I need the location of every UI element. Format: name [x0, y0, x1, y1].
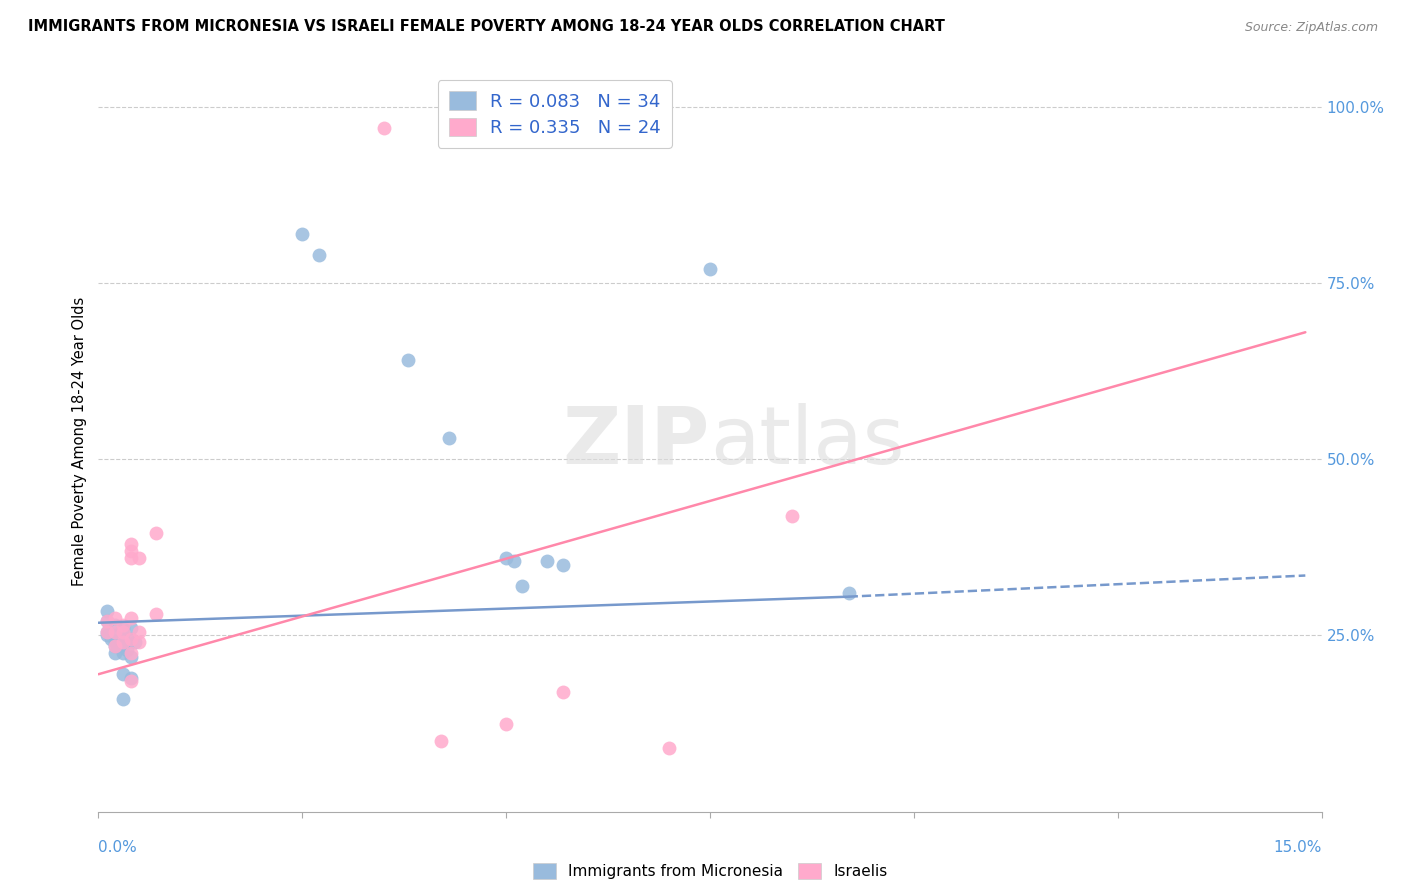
Point: [104, 639, 127, 653]
Point: [120, 646, 142, 660]
Point: [512, 579, 534, 593]
Point: [104, 611, 127, 625]
Point: [120, 537, 142, 551]
Point: [503, 554, 526, 568]
Point: [111, 667, 134, 681]
Point: [96, 624, 118, 639]
Point: [111, 635, 134, 649]
Text: atlas: atlas: [710, 402, 904, 481]
Point: [111, 692, 134, 706]
Point: [145, 526, 167, 541]
Point: [553, 558, 575, 572]
Point: [838, 586, 860, 600]
Point: [396, 353, 419, 368]
Point: [658, 741, 681, 756]
Point: [96, 604, 118, 618]
Point: [104, 618, 127, 632]
Point: [128, 624, 150, 639]
Point: [437, 431, 460, 445]
Legend: Immigrants from Micronesia, Israelis: Immigrants from Micronesia, Israelis: [526, 857, 894, 886]
Point: [111, 618, 134, 632]
Point: [699, 261, 721, 276]
Text: ZIP: ZIP: [562, 402, 710, 481]
Text: 0.0%: 0.0%: [98, 840, 138, 855]
Text: Source: ZipAtlas.com: Source: ZipAtlas.com: [1244, 21, 1378, 34]
Point: [120, 632, 142, 646]
Point: [108, 635, 131, 649]
Point: [495, 716, 517, 731]
Point: [373, 120, 395, 135]
Point: [111, 646, 134, 660]
Point: [96, 628, 118, 642]
Point: [104, 639, 127, 653]
Y-axis label: Female Poverty Among 18-24 Year Olds: Female Poverty Among 18-24 Year Olds: [72, 297, 87, 586]
Point: [120, 611, 142, 625]
Point: [120, 632, 142, 646]
Point: [104, 635, 127, 649]
Point: [120, 674, 142, 689]
Point: [536, 554, 558, 568]
Point: [120, 544, 142, 558]
Point: [308, 248, 330, 262]
Point: [124, 635, 146, 649]
Point: [128, 550, 150, 565]
Text: 15.0%: 15.0%: [1274, 840, 1322, 855]
Point: [104, 624, 127, 639]
Point: [111, 621, 134, 635]
Point: [553, 685, 575, 699]
Point: [96, 615, 118, 629]
Point: [145, 607, 167, 622]
Point: [111, 632, 134, 646]
Point: [111, 624, 134, 639]
Point: [780, 508, 803, 523]
Point: [111, 639, 134, 653]
Point: [96, 624, 118, 639]
Point: [120, 649, 142, 664]
Point: [120, 550, 142, 565]
Point: [104, 646, 127, 660]
Point: [291, 227, 314, 241]
Text: IMMIGRANTS FROM MICRONESIA VS ISRAELI FEMALE POVERTY AMONG 18-24 YEAR OLDS CORRE: IMMIGRANTS FROM MICRONESIA VS ISRAELI FE…: [28, 20, 945, 34]
Point: [100, 632, 122, 646]
Point: [96, 615, 118, 629]
Point: [115, 642, 138, 657]
Point: [495, 550, 517, 565]
Point: [104, 628, 127, 642]
Point: [120, 621, 142, 635]
Point: [430, 734, 453, 748]
Point: [128, 635, 150, 649]
Point: [120, 671, 142, 685]
